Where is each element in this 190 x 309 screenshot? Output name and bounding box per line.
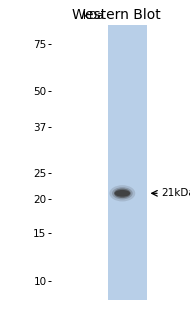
Ellipse shape — [112, 187, 133, 199]
Ellipse shape — [115, 190, 130, 197]
Text: 21kDa: 21kDa — [161, 188, 190, 198]
Title: Western Blot: Western Blot — [71, 8, 160, 22]
Ellipse shape — [109, 185, 135, 201]
Ellipse shape — [114, 188, 131, 198]
Text: kDa: kDa — [83, 11, 104, 21]
FancyBboxPatch shape — [108, 25, 147, 300]
